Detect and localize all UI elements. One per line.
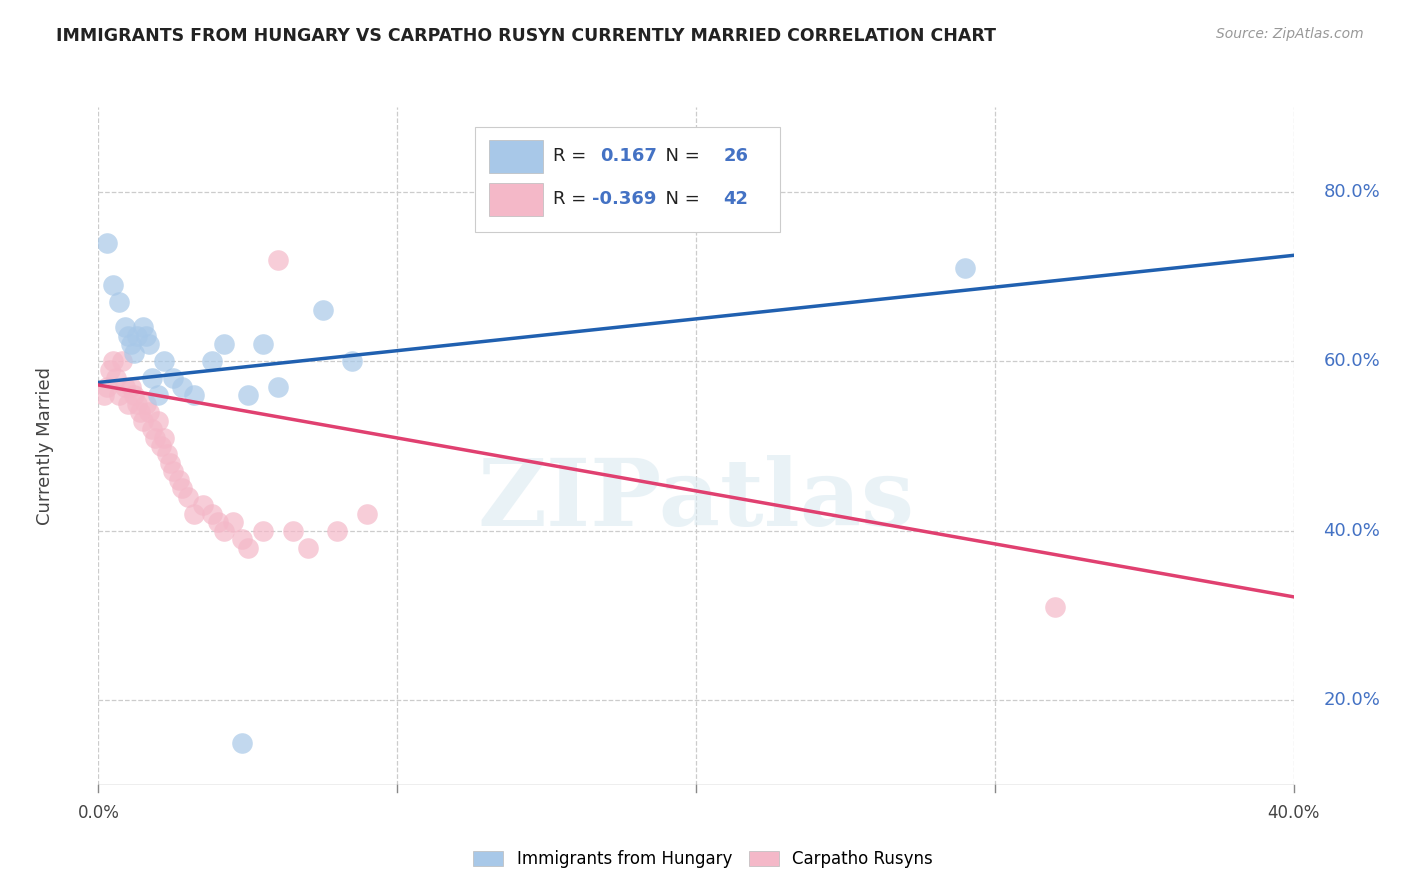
Point [108, 388, 131, 402]
Point [138, 337, 160, 351]
Point [183, 388, 205, 402]
Point [1043, 599, 1066, 614]
Point [172, 380, 194, 394]
Point [172, 482, 194, 496]
Point [356, 507, 378, 521]
Point [127, 396, 149, 410]
Text: N =: N = [654, 147, 706, 165]
Point [148, 388, 170, 402]
Point [191, 498, 214, 512]
Point [297, 541, 319, 555]
Point [236, 388, 259, 402]
FancyBboxPatch shape [489, 140, 543, 173]
Text: 40.0%: 40.0% [1267, 804, 1320, 822]
Point [98, 363, 122, 377]
Point [342, 354, 364, 368]
Point [108, 294, 131, 310]
Text: 60.0%: 60.0% [1323, 352, 1381, 370]
FancyBboxPatch shape [489, 183, 543, 216]
Text: Source: ZipAtlas.com: Source: ZipAtlas.com [1216, 27, 1364, 41]
Point [953, 261, 976, 276]
Text: ZIPatlas: ZIPatlas [478, 455, 914, 545]
Text: 80.0%: 80.0% [1323, 183, 1381, 201]
Point [132, 320, 155, 334]
Text: -0.369: -0.369 [592, 190, 657, 208]
Point [267, 380, 290, 394]
Point [183, 507, 205, 521]
Point [162, 464, 184, 478]
Point [96, 235, 118, 250]
Point [153, 354, 176, 368]
Point [105, 371, 128, 385]
Point [135, 328, 157, 343]
Point [311, 303, 333, 318]
Point [252, 337, 274, 351]
Point [96, 380, 118, 394]
Point [138, 405, 160, 419]
Point [207, 515, 229, 529]
Point [231, 735, 253, 749]
Text: 0.0%: 0.0% [77, 804, 120, 822]
Point [231, 532, 253, 546]
Point [114, 380, 136, 394]
Point [141, 422, 163, 436]
Text: 40.0%: 40.0% [1323, 522, 1381, 540]
Text: R =: R = [553, 190, 592, 208]
Point [148, 414, 170, 428]
Text: 0.167: 0.167 [600, 147, 657, 165]
Text: Currently Married: Currently Married [35, 367, 53, 525]
Text: 20.0%: 20.0% [1323, 691, 1381, 709]
Point [93, 388, 115, 402]
Point [252, 524, 274, 538]
Point [127, 328, 149, 343]
Point [326, 524, 349, 538]
Point [103, 354, 125, 368]
Point [159, 456, 181, 470]
Point [129, 405, 152, 419]
Point [267, 252, 290, 267]
Point [281, 524, 304, 538]
Text: N =: N = [654, 190, 706, 208]
Text: 42: 42 [724, 190, 748, 208]
Point [124, 345, 146, 359]
Text: IMMIGRANTS FROM HUNGARY VS CARPATHO RUSYN CURRENTLY MARRIED CORRELATION CHART: IMMIGRANTS FROM HUNGARY VS CARPATHO RUSY… [56, 27, 997, 45]
Point [150, 439, 173, 453]
FancyBboxPatch shape [475, 128, 779, 233]
Point [201, 354, 224, 368]
Point [135, 396, 157, 410]
Point [153, 430, 176, 444]
Text: 26: 26 [724, 147, 748, 165]
Point [212, 337, 235, 351]
Point [177, 490, 200, 504]
Point [162, 371, 184, 385]
Point [117, 328, 139, 343]
Point [236, 541, 259, 555]
Point [124, 388, 146, 402]
Point [117, 396, 139, 410]
Point [212, 524, 235, 538]
Point [156, 447, 179, 462]
Point [222, 515, 245, 529]
Point [167, 473, 190, 487]
Legend: Immigrants from Hungary, Carpatho Rusyns: Immigrants from Hungary, Carpatho Rusyns [467, 844, 939, 875]
Point [132, 414, 155, 428]
Point [111, 354, 134, 368]
Point [103, 278, 125, 293]
Point [141, 371, 163, 385]
Text: R =: R = [553, 147, 598, 165]
Point [201, 507, 224, 521]
Point [114, 320, 136, 334]
Point [120, 380, 142, 394]
Point [120, 337, 142, 351]
Point [143, 430, 166, 444]
